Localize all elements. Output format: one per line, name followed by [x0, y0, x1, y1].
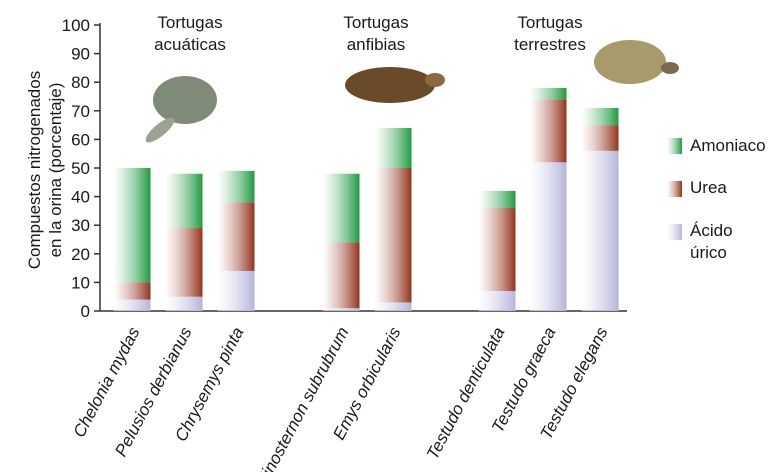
y-axis-label-line: en la orina (porcentaje) [46, 83, 65, 258]
y-tick-label: 50 [71, 159, 90, 178]
legend-label: Urea [690, 178, 727, 197]
turtle-icon [425, 73, 445, 87]
bar-segment [478, 208, 516, 291]
bar-segment [374, 127, 412, 168]
y-tick-label: 60 [71, 130, 90, 149]
turtle-icon [145, 117, 175, 143]
group-label: Tortugas [157, 13, 222, 32]
y-tick-label: 80 [71, 73, 90, 92]
bar-segment [478, 190, 516, 209]
bar-segment [217, 270, 255, 311]
bar-segment [529, 87, 567, 100]
y-tick-label: 100 [62, 16, 90, 35]
bar-segment [113, 168, 151, 283]
x-tick-label: Kinosternon subrubrum [253, 324, 353, 472]
bar-segment [322, 308, 360, 311]
group-label: acuáticas [154, 35, 226, 54]
turtle-icon [153, 76, 217, 124]
bar-segment [581, 150, 619, 311]
bar-segment [581, 125, 619, 151]
bar-segment [478, 290, 516, 311]
turtle-icons [145, 40, 679, 143]
bar-segment [529, 99, 567, 163]
y-tick-label: 70 [71, 102, 90, 121]
y-tick-label: 40 [71, 188, 90, 207]
legend-swatch [667, 224, 682, 240]
y-tick-label: 20 [71, 245, 90, 264]
y-tick-label: 0 [81, 302, 90, 321]
y-tick-label: 90 [71, 45, 90, 64]
bar-segment [217, 170, 255, 203]
turtle-icon [661, 62, 679, 74]
group-label: terrestres [514, 35, 586, 54]
bar-segment [374, 168, 412, 303]
bar-segment [113, 299, 151, 311]
group-label: anfibias [347, 35, 406, 54]
y-tick-label: 10 [71, 273, 90, 292]
legend-label: Amoniaco [690, 136, 766, 155]
bar-segment [165, 228, 203, 297]
bar-segment [322, 173, 360, 243]
bar-segment [322, 242, 360, 309]
bar-segment [165, 173, 203, 229]
turtle-icon [594, 40, 666, 84]
legend-swatch [667, 138, 682, 154]
x-tick-label: Testudo denticulata [423, 324, 509, 463]
group-label: Tortugas [343, 13, 408, 32]
group-label: Tortugas [517, 13, 582, 32]
turtle-icon [345, 67, 435, 103]
bar-segment [581, 107, 619, 126]
bar-segment [113, 282, 151, 300]
bar-segment [165, 296, 203, 311]
legend-swatch [667, 181, 682, 197]
y-axis-label: Compuestos nitrogenados en la orina (porc… [25, 71, 65, 269]
bar-segment [529, 162, 567, 311]
bar-segment [374, 302, 412, 311]
y-tick-label: 30 [71, 216, 90, 235]
y-axis-label-line: Compuestos nitrogenados [25, 71, 44, 269]
bar-segment [217, 202, 255, 271]
legend-label: Ácido úrico [690, 221, 733, 262]
